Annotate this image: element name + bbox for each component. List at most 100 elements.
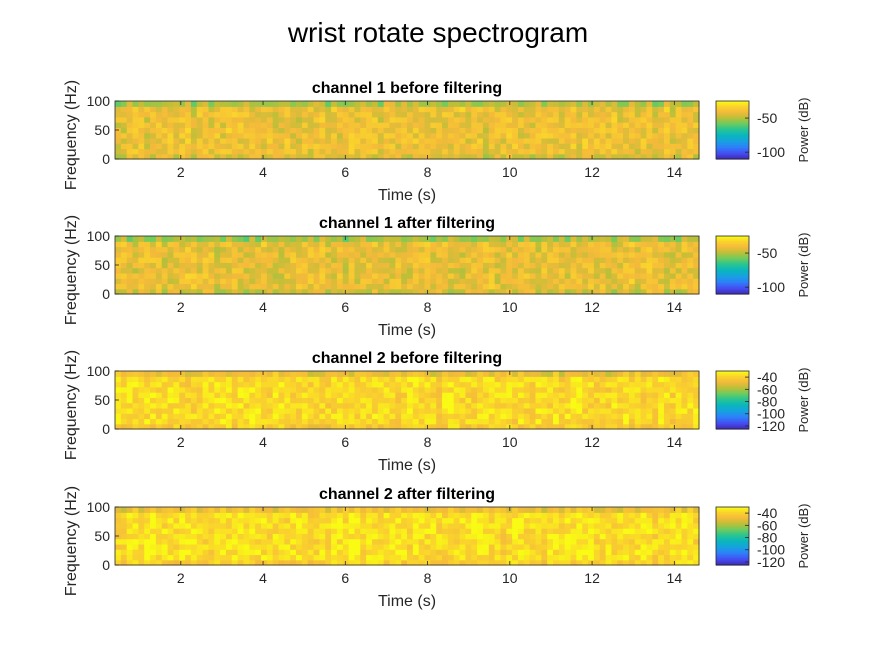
spectrogram-cell: [278, 386, 285, 393]
spectrogram-cell: [331, 283, 338, 290]
spectrogram-cell: [225, 153, 233, 160]
spectrogram-cell: [249, 288, 256, 295]
spectrogram-cell: [243, 413, 250, 420]
spectrogram-cell: [284, 517, 291, 524]
spectrogram-cell: [190, 512, 198, 519]
spectrogram-cell: [553, 137, 560, 144]
spectrogram-cell: [517, 376, 525, 383]
spectrogram-cell: [617, 517, 624, 524]
spectrogram-cell: [266, 278, 274, 285]
spectrogram-cell: [506, 278, 513, 285]
spectrogram-cell: [628, 381, 636, 388]
spectrogram-cell: [377, 376, 385, 383]
spectrogram-cell: [652, 538, 659, 545]
spectrogram-cell: [214, 153, 221, 160]
spectrogram-cell: [459, 512, 466, 519]
spectrogram-cell: [447, 386, 455, 393]
spectrogram-cell: [336, 288, 344, 295]
spectrogram-cell: [313, 522, 320, 529]
spectrogram-cell: [628, 283, 636, 290]
spectrogram-cell: [261, 288, 268, 295]
colorbar-segment: [716, 546, 749, 549]
colorbar-box: [715, 235, 750, 295]
spectrogram-cell: [196, 533, 204, 540]
spectrogram-cell: [512, 559, 519, 566]
spectrogram-cell: [494, 423, 502, 430]
spectrogram-cell: [418, 111, 426, 118]
spectrogram-cell: [640, 517, 648, 524]
spectrogram-cell: [599, 392, 607, 398]
spectrogram-cell: [319, 371, 326, 377]
spectrogram-cell: [628, 267, 636, 274]
spectrogram-cell: [576, 528, 583, 534]
spectrogram-cell: [150, 116, 157, 123]
spectrogram-cell: [465, 116, 472, 123]
spectrogram-cell: [477, 402, 484, 409]
spectrogram-cell: [424, 418, 431, 425]
spectrogram-cell: [144, 538, 151, 545]
spectrogram-cell: [477, 413, 484, 420]
spectrogram-cell: [588, 272, 595, 279]
spectrogram-cell: [535, 402, 542, 409]
spectrogram-cell: [535, 381, 542, 388]
spectrogram-cell: [605, 371, 612, 377]
colorbar-segment: [716, 421, 749, 424]
spectrogram-cell: [477, 283, 484, 290]
spectrogram-cell: [494, 288, 502, 295]
spectrogram-cell: [482, 554, 490, 561]
spectrogram-cell: [395, 538, 402, 545]
spectrogram-cell: [675, 543, 683, 550]
x-tick-label: 4: [259, 434, 267, 450]
spectrogram-cell: [155, 127, 163, 134]
spectrogram-cell: [652, 288, 659, 295]
spectrogram-cell: [296, 132, 303, 139]
spectrogram-cell: [693, 148, 700, 155]
spectrogram-cell: [331, 272, 338, 279]
spectrogram-cell: [623, 148, 630, 155]
spectrogram-cell: [395, 278, 402, 285]
spectrogram-cell: [669, 392, 677, 398]
spectrogram-cell: [249, 533, 256, 540]
spectrogram-cell: [115, 241, 122, 248]
spectrogram-cell: [272, 381, 280, 388]
spectrogram-cell: [570, 236, 577, 242]
spectrogram-cell: [249, 111, 256, 118]
spectrogram-cell: [132, 116, 139, 123]
spectrogram-cell: [407, 381, 414, 388]
colorbar-segment: [716, 402, 749, 405]
spectrogram-cell: [477, 418, 484, 425]
spectrogram-cell: [185, 533, 192, 540]
spectrogram-cell: [494, 132, 502, 139]
spectrogram-cell: [588, 246, 595, 253]
spectrogram-cell: [436, 423, 443, 430]
spectrogram-cell: [144, 418, 151, 425]
spectrogram-cell: [255, 413, 262, 420]
spectrogram-cell: [529, 288, 537, 295]
spectrogram-cell: [693, 143, 700, 150]
spectrogram-cell: [290, 111, 297, 118]
spectrogram-cell: [185, 236, 192, 242]
spectrogram-cell: [436, 392, 443, 398]
spectrogram-cell: [377, 559, 385, 566]
spectrogram-cell: [453, 517, 461, 524]
spectrogram-cell: [354, 522, 361, 529]
spectrogram-cell: [377, 533, 385, 540]
spectrogram-cell: [325, 402, 332, 409]
colorbar-segment: [716, 114, 749, 117]
spectrogram-cell: [553, 267, 560, 274]
spectrogram-cell: [576, 278, 583, 285]
spectrogram-cell: [161, 132, 169, 139]
spectrogram-cell: [319, 267, 326, 274]
spectrogram-cell: [506, 143, 513, 150]
spectrogram-cell: [687, 517, 694, 524]
spectrogram-cell: [301, 517, 309, 524]
spectrogram-cell: [150, 257, 157, 263]
spectrogram-cell: [588, 371, 595, 377]
spectrogram-cell: [658, 143, 665, 150]
spectrogram-cell: [395, 241, 402, 248]
spectrogram-cell: [115, 122, 122, 128]
spectrogram-cell: [617, 262, 624, 269]
spectrogram-cell: [523, 517, 531, 524]
spectrogram-cell: [266, 236, 274, 242]
spectrogram-cell: [336, 507, 344, 513]
